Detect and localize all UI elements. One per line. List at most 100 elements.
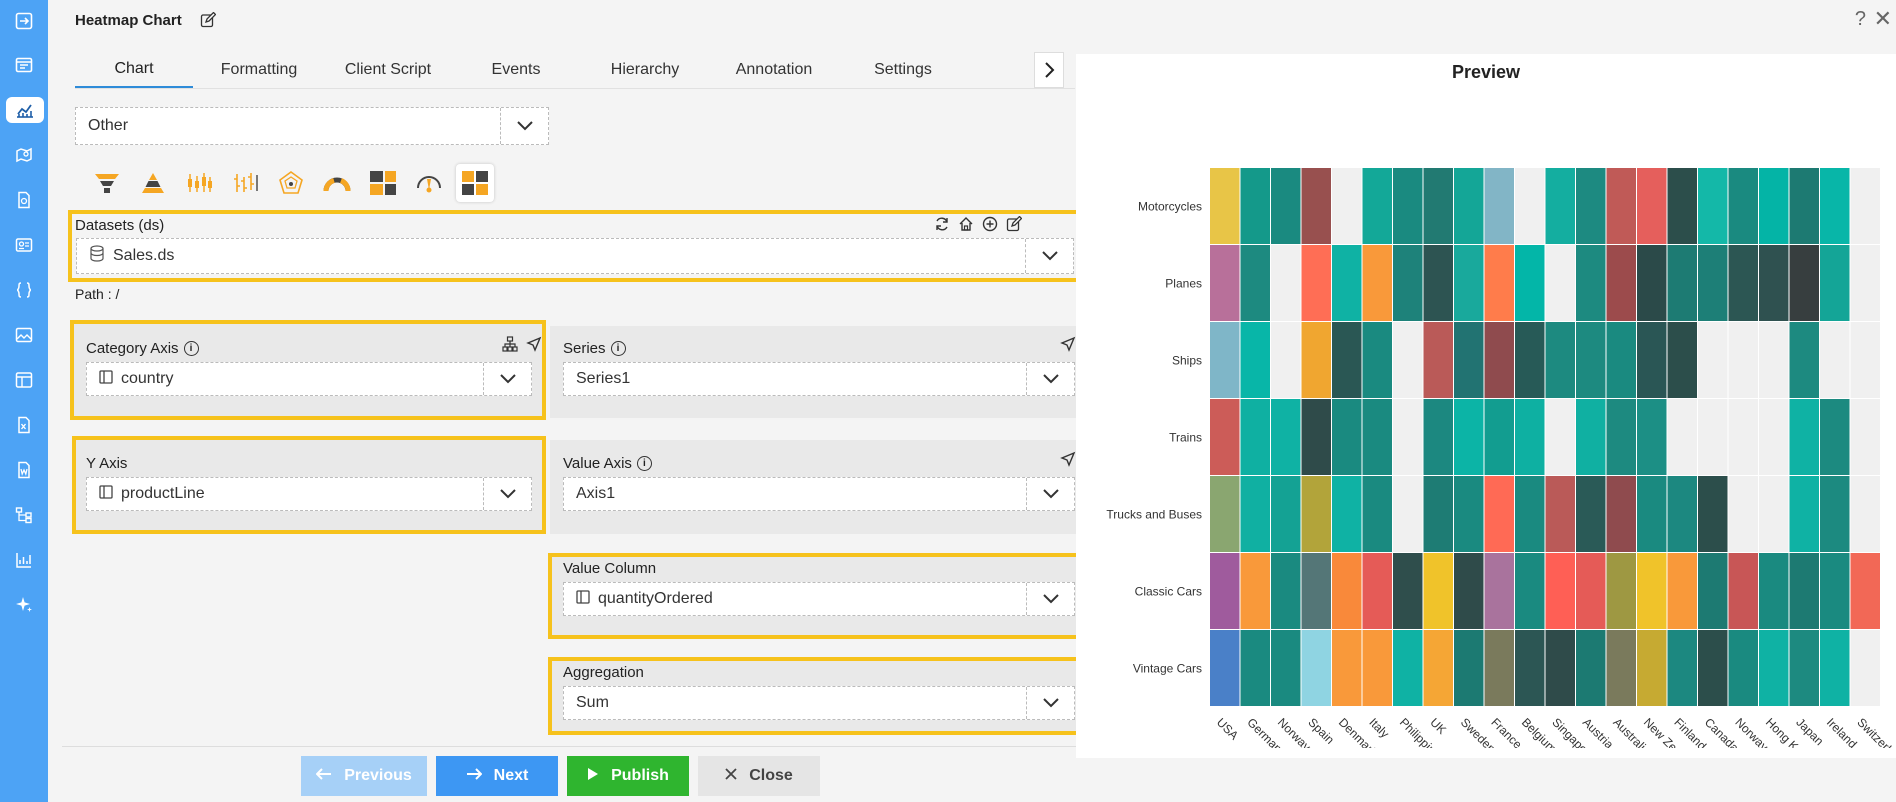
heatmap-cell[interactable]	[1789, 245, 1820, 321]
braces-icon[interactable]	[10, 277, 38, 303]
heatmap-cell[interactable]	[1454, 553, 1484, 629]
tab-events[interactable]: Events	[491, 61, 541, 78]
heatmap-cell[interactable]	[1789, 168, 1820, 244]
heatmap-cell[interactable]	[1362, 245, 1393, 321]
heatmap-cell[interactable]	[1454, 245, 1484, 321]
excel-icon[interactable]	[10, 412, 38, 438]
heatmap-cell[interactable]	[1484, 168, 1515, 244]
info-icon[interactable]: i	[636, 456, 652, 471]
chevron-down-icon[interactable]	[1026, 583, 1074, 615]
heatmap-cell[interactable]	[1637, 322, 1667, 398]
heatmap-cell[interactable]	[1698, 245, 1728, 321]
heatmap-cell[interactable]	[1789, 399, 1820, 475]
heatmap-cell[interactable]	[1637, 399, 1667, 475]
heatmap-cell[interactable]	[1637, 168, 1667, 244]
heatmap-cell[interactable]	[1545, 630, 1576, 706]
heatmap-cell[interactable]	[1759, 168, 1789, 244]
heatmap-cell[interactable]	[1240, 245, 1271, 321]
heatmap-cell[interactable]	[1820, 399, 1850, 475]
heatmap-cell[interactable]	[1667, 168, 1698, 244]
heatmap-cell[interactable]	[1454, 322, 1484, 398]
heatmap-cell[interactable]	[1423, 322, 1454, 398]
heatmap-cell[interactable]	[1240, 399, 1271, 475]
category-axis-select[interactable]: country	[86, 362, 532, 396]
heatmap-cell[interactable]	[1850, 553, 1881, 629]
heatmap-cell[interactable]	[1271, 322, 1301, 398]
heatmap-cell[interactable]	[1728, 322, 1759, 398]
heatmap-cell[interactable]	[1423, 476, 1454, 552]
heatmap-cell[interactable]	[1789, 476, 1820, 552]
close-window-icon[interactable]: ✕	[1873, 6, 1892, 31]
heatmap-cell[interactable]	[1332, 476, 1362, 552]
heatmap-cell[interactable]	[1362, 399, 1393, 475]
heatmap-cell[interactable]	[1484, 399, 1515, 475]
layout-icon[interactable]	[10, 367, 38, 393]
tab-scroll-right-button[interactable]	[1034, 52, 1064, 88]
pyramid-chart-icon[interactable]	[134, 164, 172, 202]
help-icon[interactable]: ?	[1854, 8, 1866, 30]
heatmap-cell[interactable]	[1637, 476, 1667, 552]
image-icon[interactable]	[10, 322, 38, 348]
heatmap-cell[interactable]	[1698, 476, 1728, 552]
analytics-icon[interactable]	[10, 547, 38, 573]
report-icon[interactable]	[10, 187, 38, 213]
heatmap-cell[interactable]	[1393, 553, 1423, 629]
chevron-down-icon[interactable]	[1026, 687, 1074, 719]
heatmap-cell[interactable]	[1789, 553, 1820, 629]
heatmap-cell[interactable]	[1362, 630, 1393, 706]
heatmap-cell[interactable]	[1240, 476, 1271, 552]
navigate-icon[interactable]	[1060, 336, 1076, 357]
heatmap-cell[interactable]	[1667, 245, 1698, 321]
heatmap-cell[interactable]	[1240, 168, 1271, 244]
heatmap-cell[interactable]	[1606, 399, 1637, 475]
map-icon[interactable]	[10, 142, 38, 168]
heatmap-cell[interactable]	[1423, 630, 1454, 706]
heatmap-cell[interactable]	[1850, 476, 1881, 552]
heatmap-cell[interactable]	[1271, 630, 1301, 706]
info-icon[interactable]: i	[610, 341, 626, 356]
heatmap-cell[interactable]	[1271, 476, 1301, 552]
refresh-icon[interactable]	[934, 216, 950, 237]
heatmap-cell[interactable]	[1850, 399, 1881, 475]
chevron-down-icon[interactable]	[483, 363, 531, 395]
info-icon[interactable]: i	[183, 341, 199, 356]
gauge-chart-icon[interactable]	[318, 164, 356, 202]
heatmap-cell[interactable]	[1820, 476, 1850, 552]
heatmap-cell[interactable]	[1545, 553, 1576, 629]
heatmap-cell[interactable]	[1515, 553, 1545, 629]
value-column-select[interactable]: quantityOrdered	[563, 582, 1075, 616]
heatmap-cell[interactable]	[1240, 322, 1271, 398]
heatmap-cell[interactable]	[1484, 553, 1515, 629]
heatmap-chart-icon[interactable]	[456, 164, 494, 202]
heatmap-cell[interactable]	[1759, 322, 1789, 398]
heatmap-cell[interactable]	[1637, 245, 1667, 321]
chevron-down-icon[interactable]	[1026, 363, 1074, 395]
heatmap-cell[interactable]	[1606, 553, 1637, 629]
series-select[interactable]: Series1	[563, 362, 1075, 396]
hierarchy-icon[interactable]	[10, 502, 38, 528]
heatmap-cell[interactable]	[1301, 245, 1332, 321]
heatmap-cell[interactable]	[1454, 399, 1484, 475]
heatmap-cell[interactable]	[1728, 245, 1759, 321]
heatmap-cell[interactable]	[1301, 322, 1332, 398]
heatmap-cell[interactable]	[1820, 630, 1850, 706]
heatmap-cell[interactable]	[1301, 168, 1332, 244]
heatmap-cell[interactable]	[1850, 245, 1881, 321]
heatmap-cell[interactable]	[1759, 630, 1789, 706]
chart-icon[interactable]	[6, 97, 44, 123]
close-button[interactable]: Close	[698, 756, 820, 796]
heatmap-cell[interactable]	[1820, 168, 1850, 244]
heatmap-cell[interactable]	[1454, 630, 1484, 706]
heatmap-cell[interactable]	[1271, 245, 1301, 321]
heatmap-cell[interactable]	[1545, 399, 1576, 475]
word-icon[interactable]	[10, 457, 38, 483]
heatmap-cell[interactable]	[1393, 168, 1423, 244]
exit-icon[interactable]	[10, 8, 38, 34]
edit-icon[interactable]	[1006, 215, 1023, 237]
heatmap-cell[interactable]	[1576, 476, 1606, 552]
heatmap-cell[interactable]	[1576, 630, 1606, 706]
heatmap-cell[interactable]	[1240, 553, 1271, 629]
heatmap-cell[interactable]	[1789, 630, 1820, 706]
heatmap-cell[interactable]	[1210, 476, 1240, 552]
heatmap-cell[interactable]	[1576, 245, 1606, 321]
